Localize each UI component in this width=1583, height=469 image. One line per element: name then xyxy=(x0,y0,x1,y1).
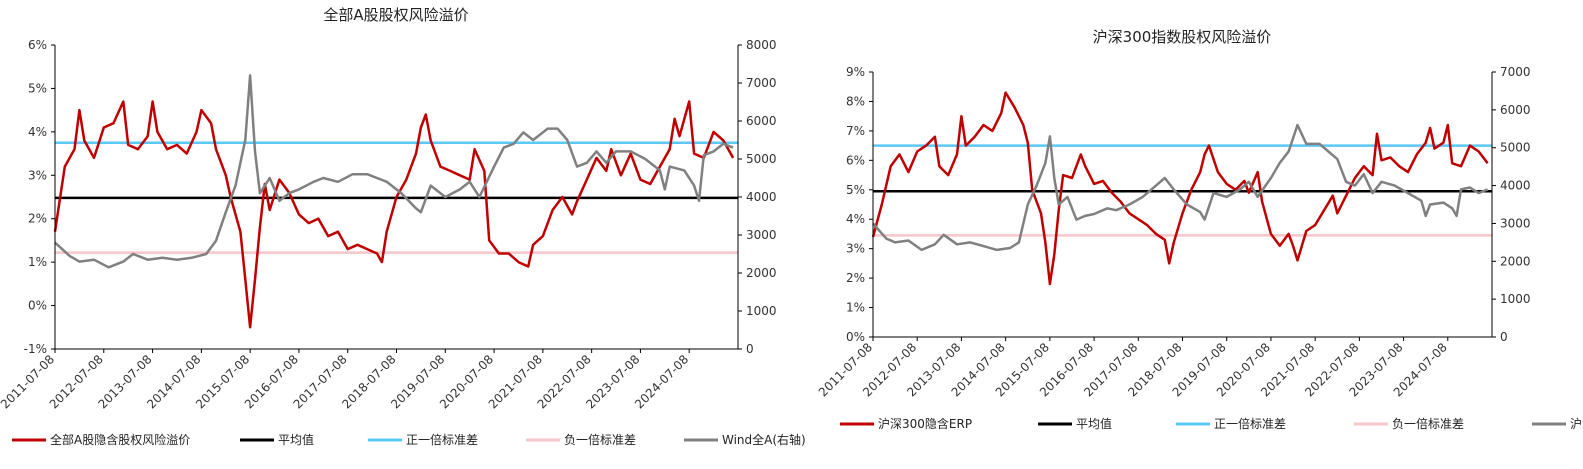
legend-label: 平均值 xyxy=(278,432,314,447)
right-tick-label: 7000 xyxy=(746,76,777,90)
left-tick-label: 5% xyxy=(846,183,865,197)
left-tick-label: -1% xyxy=(24,342,47,356)
left-tick-label: 7% xyxy=(846,124,865,138)
left-tick-label: 2% xyxy=(28,212,47,226)
legend-label: 全部A股隐含股权风险溢价 xyxy=(50,432,190,447)
legend-label: 负一倍标准差 xyxy=(564,432,636,447)
index-series-line xyxy=(872,123,1489,252)
chart-title: 沪深300指数股权风险溢价 xyxy=(1093,28,1272,46)
chart-title: 全部A股股权风险溢价 xyxy=(323,6,468,24)
chart-1: 全部A股股权风险溢价 6% 5% 4% 3% 2% 1% 0% -1% 8000 7000 6000 5… xyxy=(0,6,806,447)
right-tick-label: 5000 xyxy=(746,152,777,166)
left-tick-label: 3% xyxy=(28,168,47,182)
right-tick-label: 3000 xyxy=(746,228,777,242)
right-tick-label: 1000 xyxy=(746,304,777,318)
left-tick-label: 0% xyxy=(846,330,865,344)
right-tick-label: 0 xyxy=(1500,330,1508,344)
left-tick-label: 4% xyxy=(28,125,47,139)
right-tick-label: 0 xyxy=(746,342,754,356)
left-tick-label: 8% xyxy=(846,94,865,108)
right-tick-label: 4000 xyxy=(1500,179,1531,193)
left-tick-label: 3% xyxy=(846,242,865,256)
right-tick-label: 6000 xyxy=(746,114,777,128)
legend-label: Wind全A(右轴) xyxy=(722,432,806,447)
left-tick-label: 6% xyxy=(846,153,865,167)
left-tick-label: 0% xyxy=(28,299,47,313)
right-tick-label: 4000 xyxy=(746,190,777,204)
legend-label: 正一倍标准差 xyxy=(1214,416,1286,431)
erp-series-line xyxy=(53,100,735,329)
legend-label: 负一倍标准差 xyxy=(1392,416,1464,431)
left-tick-label: 1% xyxy=(28,255,47,269)
chart-2: 沪深300指数股权风险溢价 9% 8% 7% 6% 5% 4% 3% 2% 1% 0% 7000 600… xyxy=(816,28,1583,431)
erp-series-line xyxy=(871,91,1489,286)
left-tick-label: 5% xyxy=(28,81,47,95)
legend-label: 沪深300(右轴) xyxy=(1570,416,1583,431)
left-tick-label: 2% xyxy=(846,271,865,285)
index-series-line xyxy=(54,74,734,269)
right-tick-label: 5000 xyxy=(1500,141,1531,155)
right-tick-label: 8000 xyxy=(746,38,777,52)
right-tick-label: 3000 xyxy=(1500,216,1531,230)
right-tick-label: 1000 xyxy=(1500,292,1531,306)
right-tick-label: 6000 xyxy=(1500,103,1531,117)
left-tick-label: 9% xyxy=(846,65,865,79)
legend-label: 正一倍标准差 xyxy=(406,432,478,447)
left-tick-label: 6% xyxy=(28,38,47,52)
left-tick-label: 4% xyxy=(846,212,865,226)
right-tick-label: 7000 xyxy=(1500,65,1531,79)
right-tick-label: 2000 xyxy=(746,266,777,280)
legend-label: 沪深300隐含ERP xyxy=(878,416,972,431)
right-tick-label: 2000 xyxy=(1500,254,1531,268)
legend-label: 平均值 xyxy=(1076,416,1112,431)
left-tick-label: 1% xyxy=(846,301,865,315)
